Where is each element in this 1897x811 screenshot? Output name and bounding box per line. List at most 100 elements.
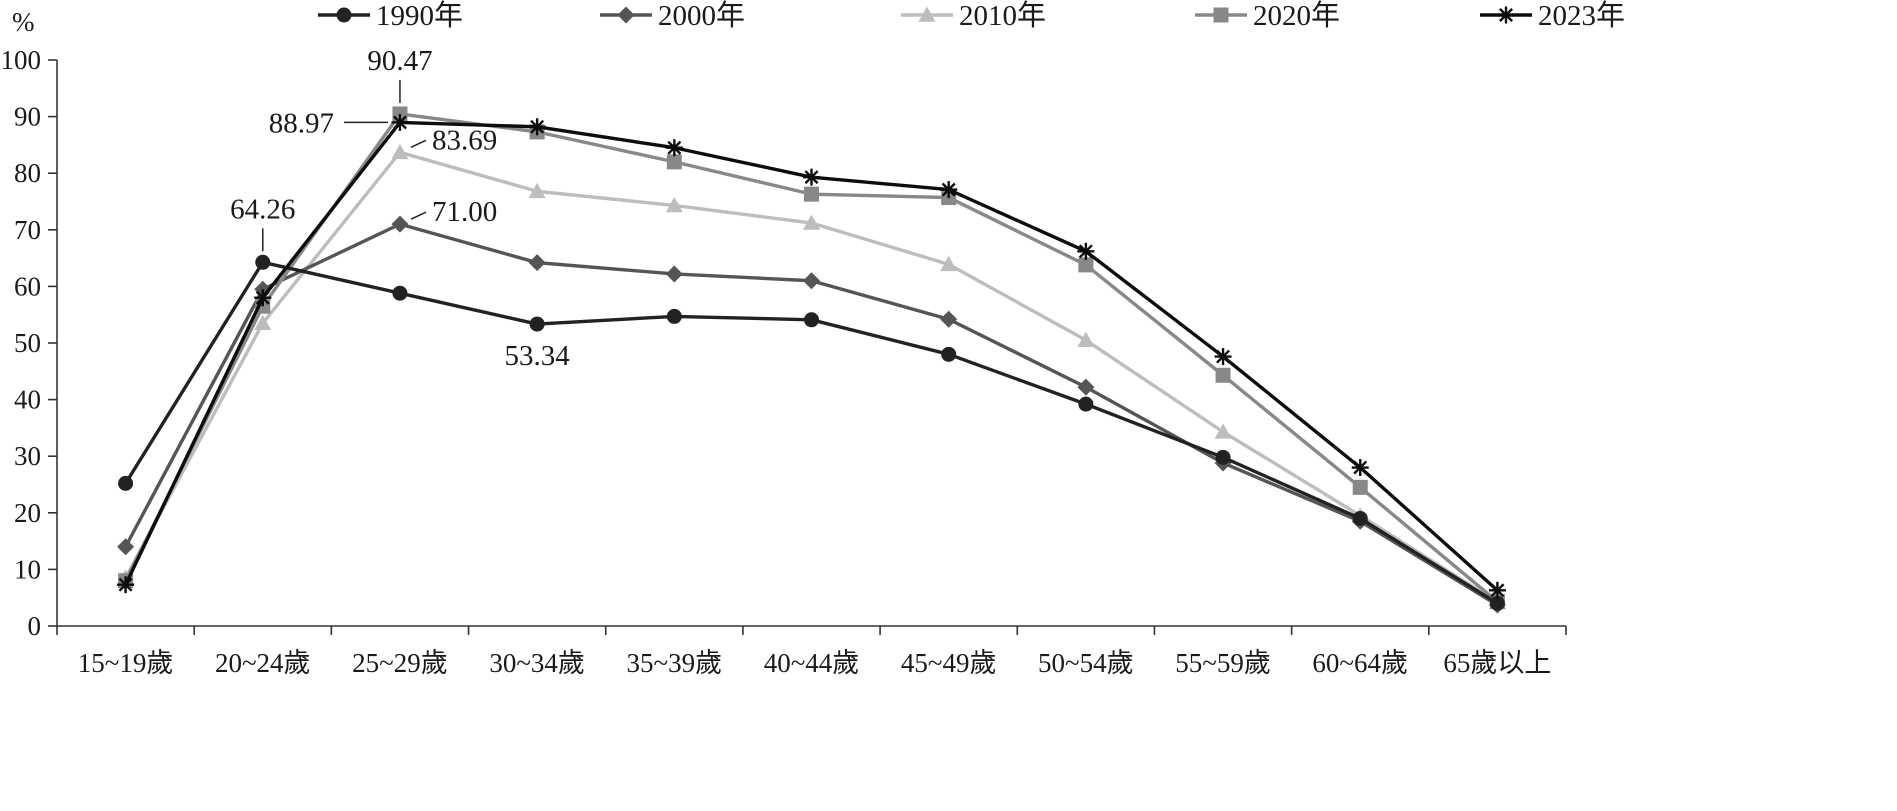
point-2000-2	[391, 215, 409, 233]
x-tick-label-8: 55~59歲	[1175, 648, 1271, 678]
point-2023-10	[1488, 581, 1506, 599]
point-2020-8	[1215, 367, 1231, 383]
y-tick-label-30: 30	[14, 441, 41, 471]
point-2010-4	[665, 196, 683, 213]
point-1990-2-shape	[392, 285, 408, 301]
point-1990-9-shape	[1352, 510, 1368, 526]
legend-swatch-marker-2020	[1213, 7, 1229, 23]
legend-item-2000: 2000年	[600, 0, 745, 32]
point-2020-5-shape	[804, 186, 819, 202]
legend-swatch-marker-2000-shape	[617, 6, 635, 24]
point-1990-0	[118, 475, 134, 491]
point-2000-7-shape	[1077, 378, 1095, 396]
x-tick-label-2: 25~29歲	[352, 648, 448, 678]
data-label-71-00-leader	[410, 211, 427, 220]
series-1990	[118, 254, 1505, 611]
point-2023-8-stroke-d2	[1216, 349, 1231, 364]
point-1990-10	[1489, 595, 1505, 611]
point-2000-3	[528, 254, 546, 272]
series-layer	[117, 106, 1506, 614]
y-tick-label-50: 50	[14, 328, 41, 358]
legend-label-2023: 2023年	[1538, 0, 1625, 32]
point-1990-3	[529, 316, 545, 332]
y-tick-label-80: 80	[14, 158, 41, 188]
point-2010-8-shape	[1214, 423, 1232, 439]
point-1990-7	[1078, 396, 1094, 412]
point-2023-0-stroke-d2	[118, 577, 133, 592]
legend-label-2020: 2020年	[1253, 0, 1340, 32]
point-1990-0-shape	[118, 475, 134, 491]
point-2020-9-shape	[1352, 479, 1368, 495]
point-2010-2-shape	[391, 143, 409, 160]
point-1990-1	[255, 254, 271, 270]
point-2023-5	[803, 168, 820, 186]
x-tick-label-3: 30~34歲	[489, 648, 585, 678]
legend-label-2000: 2000年	[658, 0, 745, 32]
x-tick-label-7: 50~54歲	[1038, 648, 1134, 678]
point-2020-4	[666, 154, 682, 170]
point-2020-8-shape	[1215, 367, 1231, 383]
point-2023-3	[528, 118, 546, 136]
point-2023-9-stroke-d2	[1353, 460, 1368, 475]
y-tick-label-40: 40	[14, 385, 41, 415]
point-2010-5	[803, 214, 820, 230]
point-2023-8	[1214, 348, 1232, 366]
point-2000-3-shape	[528, 254, 546, 272]
legend-swatch-marker-2020-shape	[1213, 7, 1229, 23]
legend-swatch-marker-2010	[918, 6, 936, 22]
point-2000-4-shape	[665, 265, 683, 283]
point-2010-1	[254, 314, 272, 330]
point-1990-5-shape	[804, 312, 819, 328]
annotation-layer: 90.47 88.97 83.69 71.00 64.26 53.34	[230, 45, 570, 372]
y-tick-label-90: 90	[14, 102, 41, 132]
point-2023-7	[1077, 242, 1095, 260]
point-2023-0	[117, 576, 135, 594]
x-tick-label-4: 35~39歲	[627, 648, 723, 678]
point-2020-5	[804, 186, 819, 202]
legend-swatch-marker-2023	[1497, 6, 1515, 24]
series-2023	[117, 113, 1506, 599]
point-2000-4	[665, 265, 683, 283]
legend-label-2010: 2010年	[959, 0, 1046, 32]
y-axis: 0 10 20 30 40 50 60 70 80 90 100	[1, 45, 58, 641]
point-1990-10-shape	[1489, 595, 1505, 611]
point-2000-5-shape	[803, 272, 820, 290]
data-label-64-26: 64.26	[230, 193, 295, 225]
point-2000-2-shape	[391, 215, 409, 233]
point-1990-3-shape	[529, 316, 545, 332]
y-tick-label-20: 20	[14, 498, 41, 528]
point-1990-1-shape	[255, 254, 271, 270]
x-axis: 15~19歲 20~24歲 25~29歲 30~34歲 35~39歲 40~44歲 45~4…	[56, 625, 1567, 678]
point-2023-9	[1351, 459, 1369, 477]
point-2020-9	[1352, 479, 1368, 495]
y-tick-label-0: 0	[28, 611, 42, 641]
legend-swatch-marker-2023-stroke-d2	[1499, 8, 1513, 22]
point-2010-8	[1214, 423, 1232, 439]
legend-item-2010: 2010年	[901, 0, 1046, 32]
point-1990-6	[941, 346, 957, 362]
point-2010-3	[528, 182, 546, 199]
point-2023-2-stroke-d2	[392, 115, 407, 130]
legend-swatch-marker-1990	[336, 7, 352, 23]
point-2000-6-shape	[940, 310, 958, 328]
point-2010-6-shape	[940, 255, 958, 272]
point-2010-3-shape	[528, 182, 546, 199]
point-2023-1	[254, 289, 272, 307]
y-tick-label-10: 10	[14, 554, 41, 584]
point-2000-6	[940, 310, 958, 328]
point-1990-6-shape	[941, 346, 957, 362]
y-axis-unit-label: %	[12, 7, 35, 37]
data-label-88-97: 88.97	[269, 107, 334, 139]
legend-swatch-marker-2000	[617, 6, 635, 24]
legend-item-2023: 2023年	[1480, 0, 1625, 32]
x-tick-label-1: 20~24歲	[215, 648, 311, 678]
point-2023-1-stroke-d2	[255, 290, 270, 305]
point-2023-3-stroke-d2	[530, 119, 545, 134]
point-2023-7-stroke-d2	[1078, 244, 1093, 259]
point-2023-6-stroke-d2	[941, 182, 956, 197]
point-2010-1-shape	[254, 314, 272, 330]
point-1990-4-shape	[666, 308, 682, 324]
point-2020-4-shape	[666, 154, 682, 170]
point-2023-4-stroke-d2	[667, 140, 682, 155]
point-1990-2	[392, 285, 408, 301]
